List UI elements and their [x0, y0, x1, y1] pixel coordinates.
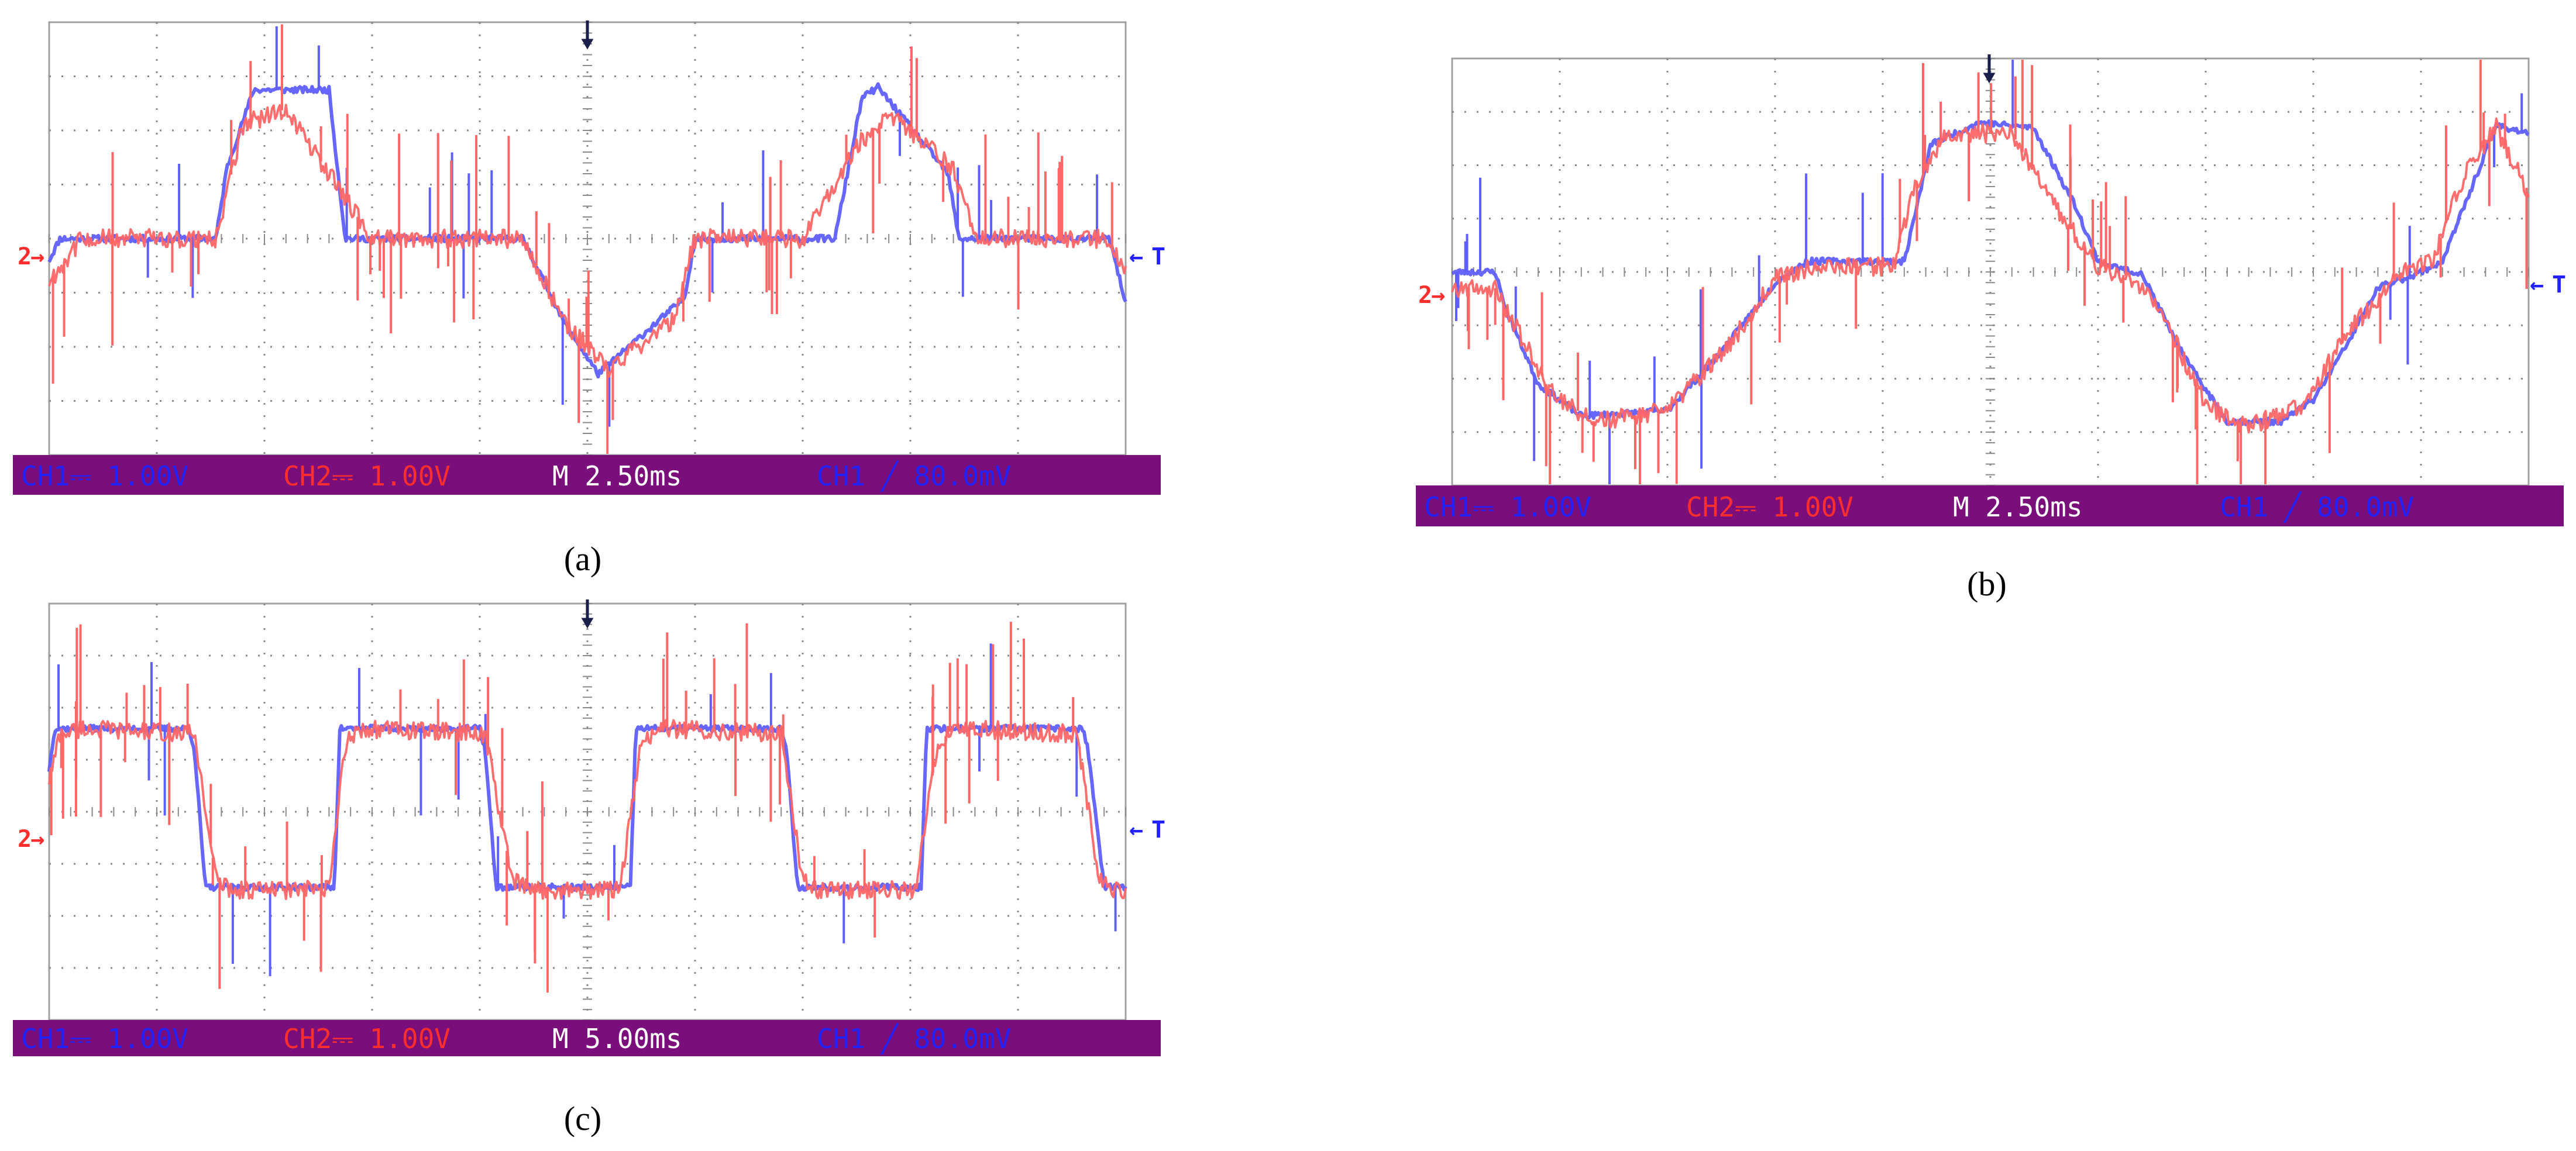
trigger-level-marker-a: T	[1151, 243, 1165, 270]
scope-grid-b	[1452, 58, 2529, 486]
trigger-level-arrow-a: ←	[1129, 243, 1143, 270]
status-timebase-c: M 5.00ms	[552, 1023, 682, 1054]
status-trigger-b: CH1 ╱ 80.0mV	[2220, 491, 2414, 523]
trigger-level-marker-c: T	[1151, 816, 1165, 843]
status-trigger-c: CH1 ╱ 80.0mV	[817, 1023, 1011, 1055]
trigger-level-arrow-c: ←	[1129, 816, 1143, 843]
ch2-ground-arrow-b: →	[1431, 282, 1445, 309]
ch2-ground-marker-c: 2	[18, 826, 32, 853]
panel-label-c: (c)	[564, 1100, 601, 1138]
trigger-position-arrow-c: 🠗	[579, 594, 595, 635]
status-timebase-b: M 2.50ms	[1953, 491, 2083, 523]
waveforms-c	[47, 622, 1127, 993]
status-bar-a	[13, 455, 1161, 495]
waveforms-a	[47, 24, 1127, 454]
status-trigger-a: CH1 ╱ 80.0mV	[817, 460, 1011, 492]
status-ch2-c: CH2⎓ 1.00V	[283, 1023, 450, 1054]
status-ch2-b: CH2⎓ 1.00V	[1686, 491, 1853, 523]
trigger-position-arrow-b: 🠗	[1981, 49, 1997, 90]
ch2-ground-arrow-c: →	[30, 826, 44, 853]
panel-label-a: (a)	[564, 540, 601, 578]
status-timebase-a: M 2.50ms	[552, 460, 682, 492]
ch2-ground-marker-b: 2	[1418, 282, 1432, 309]
panel-a: 🠗 2 → T ← CH1⎓ 1.00V CH2⎓ 1.00V M 2.50ms…	[13, 15, 1165, 578]
status-ch1-b: CH1⎓ 1.00V	[1424, 491, 1591, 523]
trigger-level-marker-b: T	[2552, 271, 2566, 298]
trigger-level-arrow-b: ←	[2530, 271, 2544, 298]
ch2-ground-marker-a: 2	[18, 243, 32, 270]
status-bar-c	[13, 1020, 1161, 1056]
status-ch2-a: CH2⎓ 1.00V	[283, 460, 450, 492]
panel-c: 🠗 2 → T ← CH1⎓ 1.00V CH2⎓ 1.00V M 5.00ms…	[13, 594, 1165, 1138]
status-bar-b	[1416, 485, 2564, 526]
waveforms-b	[1451, 60, 2530, 484]
panel-b: 🠗 2 → T ← CH1⎓ 1.00V CH2⎓ 1.00V M 2.50ms…	[1416, 49, 2566, 603]
status-ch1-a: CH1⎓ 1.00V	[21, 460, 188, 492]
status-ch1-c: CH1⎓ 1.00V	[21, 1023, 188, 1054]
trigger-position-arrow-a: 🠗	[579, 15, 595, 56]
panel-label-b: (b)	[1967, 565, 2007, 603]
ch2-ground-arrow-a: →	[30, 243, 44, 270]
